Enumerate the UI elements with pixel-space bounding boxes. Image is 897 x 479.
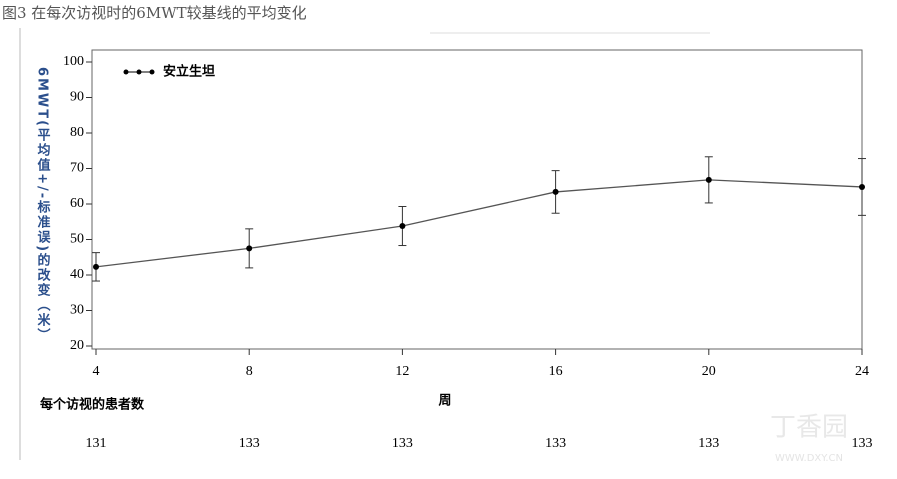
y-tick-label: 40 — [70, 267, 84, 282]
x-axis-label: 周 — [438, 394, 451, 409]
y-tick-label: 50 — [70, 232, 84, 247]
y-tick-label: 100 — [63, 54, 84, 69]
data-point — [399, 223, 406, 230]
y-tick-label: 60 — [70, 196, 84, 211]
patient-count: 133 — [852, 436, 873, 451]
y-tick-label: 80 — [70, 125, 84, 140]
x-tick-label: 12 — [395, 364, 409, 379]
data-point — [552, 188, 559, 195]
patient-count: 131 — [86, 436, 107, 451]
data-point — [859, 183, 865, 190]
chart-title: 图3 在每次访视时的6MWT较基线的平均变化 — [2, 4, 307, 22]
legend-marker — [123, 69, 129, 75]
data-point — [246, 245, 253, 252]
plot-frame — [91, 49, 863, 350]
y-tick-label: 90 — [70, 90, 84, 105]
legend-marker — [149, 69, 155, 75]
x-tick-label: 20 — [702, 364, 716, 379]
watermark: 丁香园 — [770, 413, 848, 443]
data-line — [95, 179, 863, 268]
y-tick-label: 20 — [70, 338, 84, 353]
data-point — [93, 263, 99, 270]
x-tick-label: 8 — [246, 364, 253, 379]
x-tick-label: 24 — [855, 364, 869, 379]
counts-label: 每个访视的患者数 — [40, 397, 145, 413]
patient-count: 133 — [392, 436, 413, 451]
patient-count: 133 — [698, 436, 719, 451]
patient-count: 133 — [239, 436, 260, 451]
legend-marker — [136, 69, 142, 75]
watermark: WWW.DXY.CN — [775, 453, 843, 464]
y-tick-label: 70 — [70, 161, 84, 176]
x-tick-label: 4 — [93, 364, 100, 379]
x-tick-label: 16 — [549, 364, 563, 379]
legend-label: 安立生坦 — [163, 64, 215, 80]
y-axis-label: 6MWT(平均值+/-标准误)的改变（米） — [35, 67, 52, 343]
patient-count: 133 — [545, 436, 566, 451]
data-point — [705, 176, 712, 183]
y-tick-label: 30 — [70, 303, 84, 318]
